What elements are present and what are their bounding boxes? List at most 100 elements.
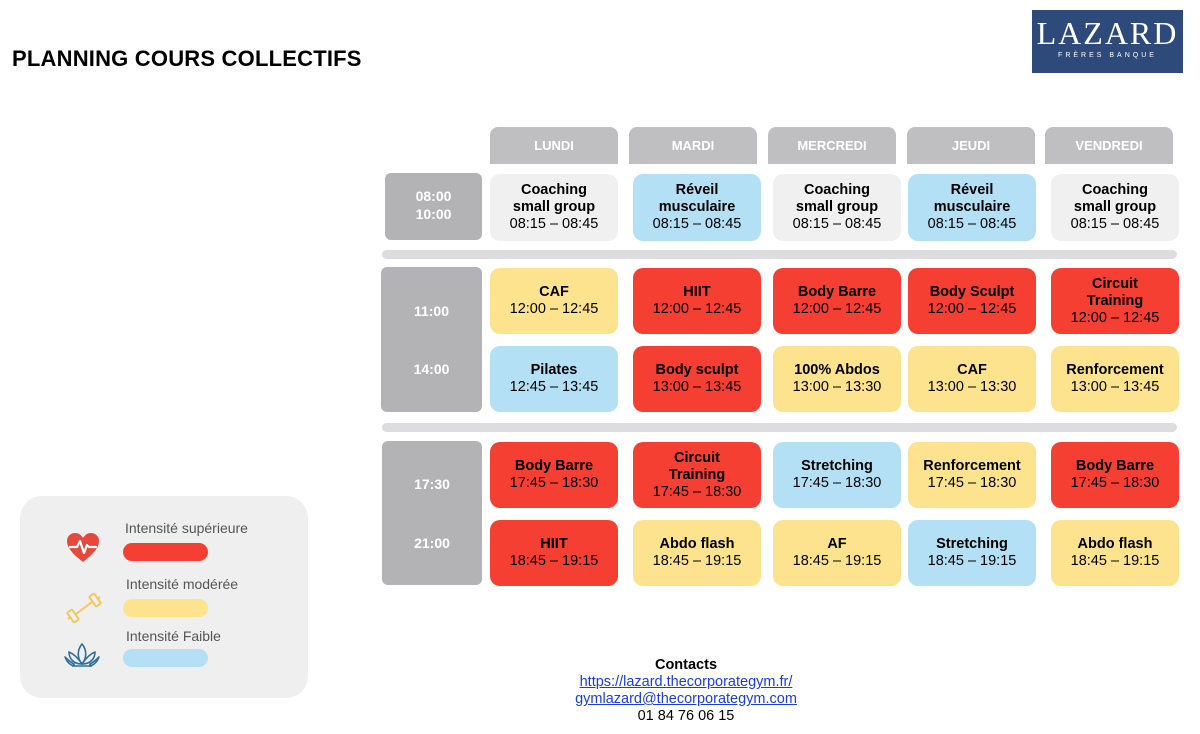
class-name: Body Barre — [1075, 458, 1155, 474]
class-name: Abdo flash — [1077, 536, 1153, 552]
class-cell: HIIT 18:45 – 19:15 — [490, 520, 618, 586]
class-hours: 12:00 – 12:45 — [792, 301, 882, 317]
class-name: Coaching small group — [512, 182, 596, 215]
time-start-midday: 11:00 — [413, 303, 450, 319]
class-hours: 18:45 – 19:15 — [927, 553, 1017, 569]
time-end-midday: 14:00 — [413, 361, 450, 377]
class-name: Body Barre — [797, 284, 877, 300]
day-header-friday: VENDREDI — [1045, 127, 1173, 164]
class-hours: 18:45 – 19:15 — [509, 553, 599, 569]
day-header-thursday: JEUDI — [907, 127, 1035, 164]
website-link[interactable]: https://lazard.thecorporategym.fr/ — [579, 674, 793, 690]
class-name: Body Sculpt — [929, 284, 1015, 300]
time-block-evening: 17:30 21:00 — [382, 441, 482, 585]
class-cell: Stretching 17:45 – 18:30 — [773, 442, 901, 508]
class-name: AF — [827, 536, 847, 552]
legend-low-swatch — [123, 649, 208, 667]
class-hours: 17:45 – 18:30 — [927, 475, 1017, 491]
class-name: HIIT — [683, 284, 711, 300]
page-title: PLANNING COURS COLLECTIFS — [12, 46, 362, 71]
class-cell: Coaching small group 08:15 – 08:45 — [1051, 174, 1179, 241]
class-name: Stretching — [936, 536, 1008, 552]
class-hours: 17:45 – 18:30 — [792, 475, 882, 491]
section-divider — [382, 423, 1177, 432]
class-name: Coaching small group — [795, 182, 879, 215]
class-hours: 08:15 – 08:45 — [792, 216, 882, 232]
class-name: Circuit Training — [668, 449, 726, 483]
legend-moderate-label: Intensité modérée — [126, 576, 239, 592]
class-cell: 100% Abdos 13:00 – 13:30 — [773, 346, 901, 412]
time-start-morning: 08:00 — [415, 188, 452, 204]
class-hours: 17:45 – 18:30 — [652, 483, 742, 500]
class-hours: 08:15 – 08:45 — [509, 216, 599, 232]
time-end-morning: 10:00 — [415, 206, 452, 222]
class-name: Abdo flash — [659, 536, 735, 552]
intensity-legend: Intensité supérieure Intensité modérée I… — [20, 496, 308, 698]
class-cell: Stretching 18:45 – 19:15 — [908, 520, 1036, 586]
legend-high-swatch — [123, 543, 208, 561]
class-name: Pilates — [530, 362, 578, 378]
class-cell: Abdo flash 18:45 – 19:15 — [633, 520, 761, 586]
class-cell: CAF 13:00 – 13:30 — [908, 346, 1036, 412]
class-hours: 08:15 – 08:45 — [927, 216, 1017, 232]
class-cell: Renforcement 13:00 – 13:45 — [1051, 346, 1179, 412]
class-hours: 12:00 – 12:45 — [652, 301, 742, 317]
class-name: Coaching small group — [1073, 182, 1157, 215]
class-cell: CAF 12:00 – 12:45 — [490, 268, 618, 334]
logo-name: LAZARD — [1036, 15, 1179, 51]
class-hours: 18:45 – 19:15 — [1070, 553, 1160, 569]
class-cell: Circuit Training 12:00 – 12:45 — [1051, 268, 1179, 334]
class-name: Renforcement — [1066, 362, 1164, 378]
class-cell: AF 18:45 – 19:15 — [773, 520, 901, 586]
class-hours: 13:00 – 13:30 — [927, 379, 1017, 395]
phone-number: 01 84 76 06 15 — [637, 708, 735, 724]
class-cell: Body Barre 12:00 – 12:45 — [773, 268, 901, 334]
lazard-logo: LAZARD FRÈRES BANQUE — [1032, 10, 1183, 73]
contacts-block: Contacts https://lazard.thecorporategym.… — [486, 657, 886, 725]
class-hours: 17:45 – 18:30 — [509, 475, 599, 491]
heart-pulse-icon — [67, 533, 99, 562]
email-link[interactable]: gymlazard@thecorporategym.com — [575, 691, 797, 707]
day-header-tuesday: MARDI — [629, 127, 757, 164]
time-end-evening: 21:00 — [414, 535, 450, 551]
class-hours: 13:00 – 13:45 — [1070, 379, 1160, 395]
day-header-wednesday: MERCREDI — [768, 127, 896, 164]
class-name: HIIT — [540, 536, 568, 552]
time-block-midday: 11:00 14:00 — [381, 267, 482, 412]
class-cell: Pilates 12:45 – 13:45 — [490, 346, 618, 412]
class-cell: HIIT 12:00 – 12:45 — [633, 268, 761, 334]
time-start-evening: 17:30 — [414, 476, 450, 492]
class-name: Renforcement — [923, 458, 1021, 474]
class-cell: Réveil musculaire 08:15 – 08:45 — [908, 174, 1036, 241]
class-hours: 13:00 – 13:30 — [792, 379, 882, 395]
class-cell: Réveil musculaire 08:15 – 08:45 — [633, 174, 761, 241]
class-name: Body Barre — [514, 458, 594, 474]
legend-high-label: Intensité supérieure — [125, 520, 248, 536]
legend-moderate-swatch — [123, 599, 208, 617]
day-header-monday: LUNDI — [490, 127, 618, 164]
class-hours: 12:00 – 12:45 — [927, 301, 1017, 317]
class-name: Circuit Training — [1086, 275, 1144, 309]
contacts-title: Contacts — [654, 657, 718, 673]
class-name: CAF — [539, 284, 569, 300]
logo-subtitle: FRÈRES BANQUE — [1058, 52, 1157, 59]
time-block-morning: 08:00 10:00 — [385, 173, 482, 240]
class-hours: 12:45 – 13:45 — [509, 379, 599, 395]
class-hours: 18:45 – 19:15 — [652, 553, 742, 569]
class-hours: 18:45 – 19:15 — [792, 553, 882, 569]
class-cell: Coaching small group 08:15 – 08:45 — [490, 174, 618, 241]
class-name: Body sculpt — [655, 362, 739, 378]
class-cell: Body Sculpt 12:00 – 12:45 — [908, 268, 1036, 334]
class-hours: 12:00 – 12:45 — [1070, 309, 1160, 326]
class-name: Stretching — [801, 458, 873, 474]
class-hours: 08:15 – 08:45 — [1070, 216, 1160, 232]
class-name: Réveil musculaire — [933, 182, 1011, 215]
dumbbell-icon — [66, 592, 102, 624]
class-hours: 13:00 – 13:45 — [652, 379, 742, 395]
class-cell: Body sculpt 13:00 – 13:45 — [633, 346, 761, 412]
class-cell: Renforcement 17:45 – 18:30 — [908, 442, 1036, 508]
class-cell: Body Barre 17:45 – 18:30 — [1051, 442, 1179, 508]
class-hours: 12:00 – 12:45 — [509, 301, 599, 317]
section-divider — [382, 250, 1177, 259]
class-cell: Coaching small group 08:15 – 08:45 — [773, 174, 901, 241]
